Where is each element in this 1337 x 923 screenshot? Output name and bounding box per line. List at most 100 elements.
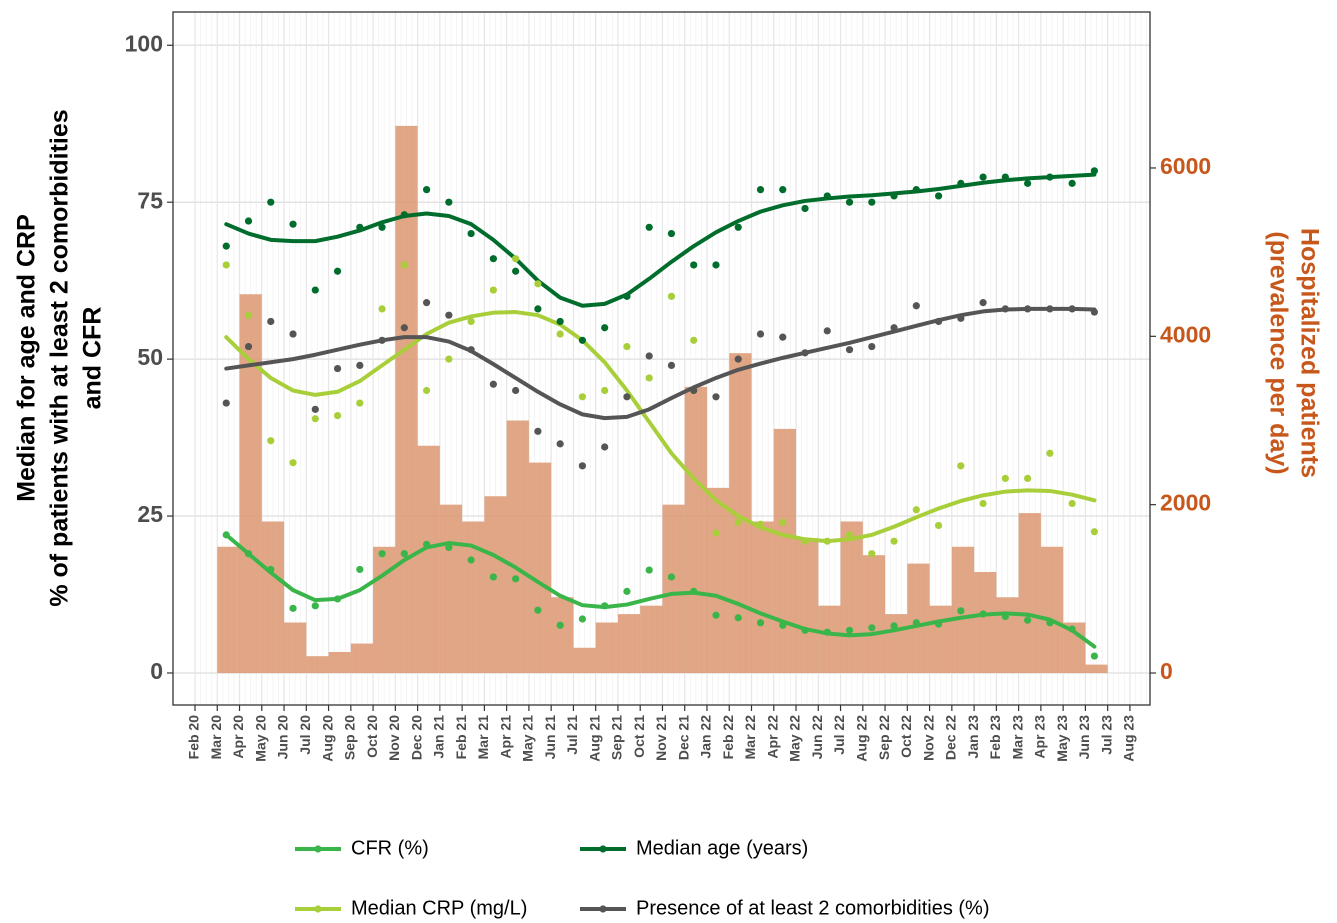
- x-tick-label: Sep 20: [342, 715, 358, 760]
- x-tick-label: Sep 22: [876, 715, 892, 760]
- hospitalized-bar: [796, 538, 819, 674]
- data-point: [801, 626, 809, 634]
- hospitalized-bar: [773, 428, 797, 674]
- data-point: [823, 327, 831, 335]
- hospitalized-bar: [373, 546, 396, 674]
- x-tick-label: Jan 22: [698, 715, 714, 759]
- data-point: [734, 355, 742, 363]
- hospitalized-bar: [974, 572, 997, 674]
- data-point: [690, 261, 698, 269]
- data-point: [1024, 474, 1032, 482]
- data-point: [667, 573, 676, 581]
- data-point: [868, 198, 876, 206]
- x-tick-label: Apr 21: [497, 715, 513, 759]
- data-point: [222, 399, 230, 407]
- data-point: [489, 380, 497, 388]
- data-point: [601, 602, 609, 610]
- hospitalized-bar: [1018, 513, 1041, 674]
- trend-line: [224, 306, 1097, 421]
- data-point: [423, 299, 431, 307]
- x-tick-label: Aug 21: [586, 715, 602, 762]
- data-point: [667, 229, 676, 238]
- data-point: [934, 620, 943, 628]
- data-point: [534, 606, 542, 614]
- data-point: [378, 223, 386, 231]
- data-point: [801, 204, 809, 213]
- x-tick-label: Mar 20: [208, 715, 224, 760]
- data-point: [578, 393, 587, 401]
- y2-tick-label: 4000: [1160, 321, 1211, 347]
- data-point: [378, 305, 386, 313]
- hospitalized-bar: [840, 521, 863, 674]
- data-point: [912, 186, 920, 194]
- data-point: [267, 437, 275, 445]
- data-point: [289, 459, 297, 467]
- data-point: [1068, 305, 1076, 313]
- data-point: [222, 242, 230, 250]
- y-tick-label: 100: [125, 30, 163, 56]
- hospitalized-bar: [640, 605, 663, 674]
- data-point: [512, 575, 520, 583]
- hospitalized-bar: [996, 597, 1019, 674]
- data-point: [690, 587, 698, 595]
- data-point: [512, 255, 520, 263]
- y2-axis-title: Hospitalized patients: [1295, 228, 1323, 478]
- y2-tick-label: 6000: [1160, 153, 1211, 179]
- hospitalized-bar: [1040, 546, 1064, 674]
- data-point: [734, 614, 742, 622]
- hospitalized-bar: [907, 563, 930, 674]
- data-point: [289, 220, 297, 228]
- x-tick-label: Aug 20: [319, 715, 335, 762]
- hospitalized-bar: [306, 656, 329, 674]
- data-point: [845, 531, 854, 539]
- data-point: [1090, 528, 1098, 536]
- data-point: [868, 342, 876, 351]
- lines: [222, 167, 1098, 660]
- data-point: [578, 336, 587, 344]
- data-point: [912, 302, 920, 310]
- hospitalized-bar: [706, 487, 730, 674]
- hospitalized-bar: [528, 462, 552, 674]
- data-point: [311, 602, 319, 610]
- data-point: [445, 198, 453, 206]
- data-point: [333, 412, 342, 420]
- data-point: [957, 462, 965, 470]
- x-tick-label: Jul 23: [1098, 715, 1114, 755]
- hospitalized-bar: [1085, 664, 1108, 674]
- trend-line: [224, 310, 1097, 544]
- data-point: [356, 565, 364, 574]
- x-tick-label: Jun 21: [542, 715, 558, 760]
- x-tick-label: Oct 20: [364, 715, 380, 758]
- hospitalized-bar: [662, 504, 685, 674]
- x-tick-label: Sep 21: [609, 715, 625, 760]
- data-point: [690, 336, 698, 344]
- x-tick-label: Jul 21: [564, 715, 580, 755]
- data-point: [601, 386, 609, 395]
- data-point: [556, 621, 564, 629]
- data-point: [1090, 167, 1098, 175]
- data-point: [890, 537, 898, 545]
- panel-border: [172, 11, 1151, 706]
- data-point: [979, 610, 987, 618]
- y-axis-title: % of patients with at least 2 comorbidit…: [46, 109, 74, 606]
- data-point: [267, 565, 275, 574]
- data-point: [489, 286, 497, 294]
- data-point: [801, 537, 809, 545]
- x-tick-label: Nov 21: [653, 715, 669, 761]
- data-point: [979, 299, 987, 307]
- data-point: [1001, 612, 1009, 621]
- data-point: [890, 324, 898, 332]
- data-point: [267, 198, 275, 206]
- hospitalized-bar: [729, 353, 752, 674]
- x-tick-label: Feb 20: [186, 715, 202, 760]
- x-tick-label: Mar 21: [475, 715, 491, 760]
- data-point: [244, 342, 253, 351]
- data-point: [801, 349, 809, 357]
- data-point: [311, 405, 319, 413]
- x-tick-label: Feb 21: [453, 715, 469, 760]
- data-point: [400, 261, 408, 269]
- data-point: [512, 267, 520, 275]
- hospitalized-bar: [818, 605, 841, 674]
- x-tick-label: Oct 22: [898, 715, 914, 758]
